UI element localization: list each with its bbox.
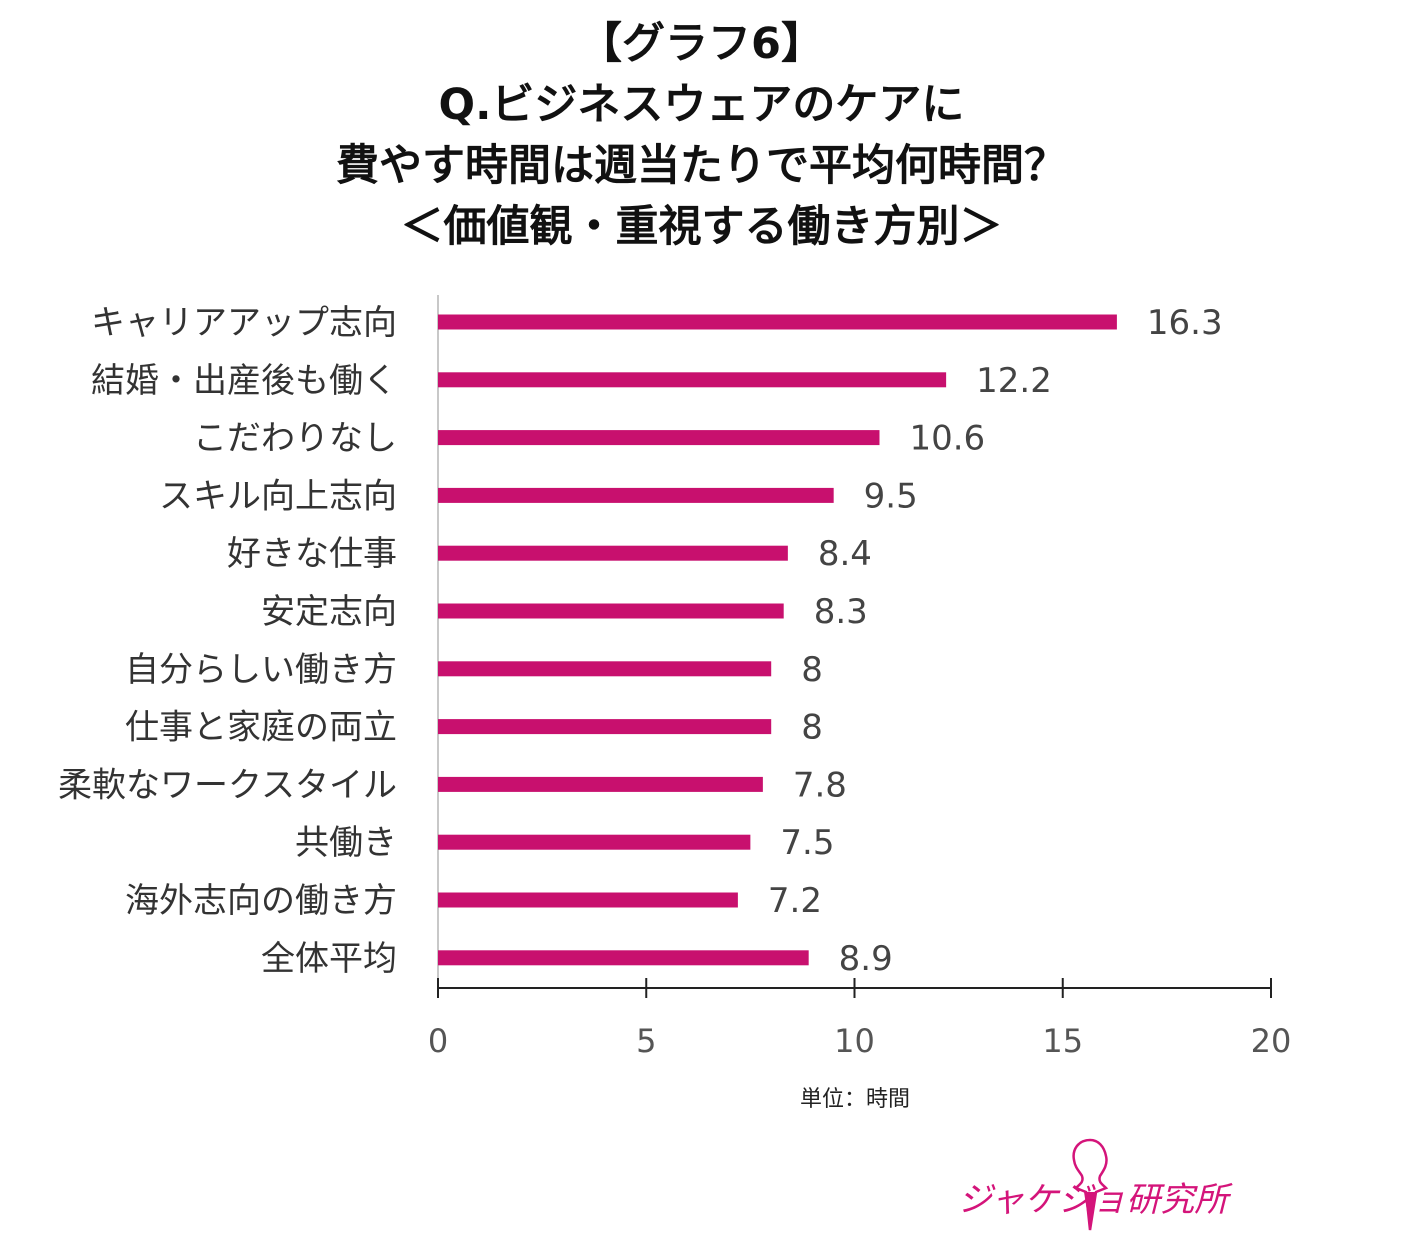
category-label: 仕事と家庭の両立 — [125, 708, 397, 748]
value-label: 7.8 — [793, 765, 847, 805]
x-tick-label: 5 — [636, 1022, 656, 1060]
category-label: 好きな仕事 — [227, 534, 397, 574]
bar — [438, 372, 947, 388]
bar — [438, 430, 880, 446]
bar — [438, 719, 772, 735]
value-label: 8.3 — [814, 592, 868, 632]
woman-silhouette-icon — [1072, 1138, 1109, 1231]
value-label: 8 — [801, 650, 823, 690]
title-line-1: 【グラフ6】 — [579, 19, 824, 69]
bar — [438, 545, 788, 561]
category-label: キャリアアップ志向 — [91, 303, 397, 343]
bar — [438, 314, 1117, 330]
unit-label: 単位：時間 — [800, 1087, 910, 1112]
category-label: 柔軟なワークスタイル — [58, 765, 397, 805]
value-label: 16.3 — [1147, 303, 1223, 343]
category-label: 共働き — [295, 823, 397, 863]
title-line-2: Q.ビジネスウェアのケアに — [438, 80, 965, 130]
value-label: 8.4 — [818, 534, 872, 574]
x-tick-label: 20 — [1251, 1022, 1292, 1060]
bar — [438, 603, 784, 619]
bar — [438, 661, 772, 677]
value-label: 10.6 — [909, 419, 985, 459]
category-label: 全体平均 — [261, 939, 397, 979]
category-label: こだわりなし — [193, 419, 397, 459]
category-label: スキル向上志向 — [159, 476, 397, 516]
category-label: 安定志向 — [261, 592, 397, 632]
x-tick-label: 10 — [834, 1022, 875, 1060]
category-label: 自分らしい働き方 — [125, 650, 397, 690]
value-label: 7.5 — [780, 823, 834, 863]
value-label: 9.5 — [864, 476, 918, 516]
bar — [438, 892, 738, 908]
bar — [438, 950, 809, 966]
brand-logo: ジャケジョ研究所 — [958, 1134, 1228, 1234]
value-label: 8.9 — [839, 939, 893, 979]
x-tick-label: 15 — [1042, 1022, 1083, 1060]
value-label: 12.2 — [976, 361, 1052, 401]
bar — [438, 776, 763, 792]
value-label: 8 — [801, 708, 823, 748]
value-label: 7.2 — [768, 881, 822, 921]
title-line-4: ＜価値観・重視する働き方別＞ — [400, 202, 1003, 252]
bar — [438, 834, 751, 850]
category-label: 海外志向の働き方 — [125, 881, 397, 921]
x-tick-label: 0 — [428, 1022, 448, 1060]
title-line-3: 費やす時間は週当たりで平均何時間？ — [336, 141, 1067, 191]
chart-title: 【グラフ6】 Q.ビジネスウェアのケアに 費やす時間は週当たりで平均何時間？ ＜… — [0, 14, 1403, 258]
bar — [438, 487, 834, 503]
category-label: 結婚・出産後も働く — [91, 361, 397, 401]
